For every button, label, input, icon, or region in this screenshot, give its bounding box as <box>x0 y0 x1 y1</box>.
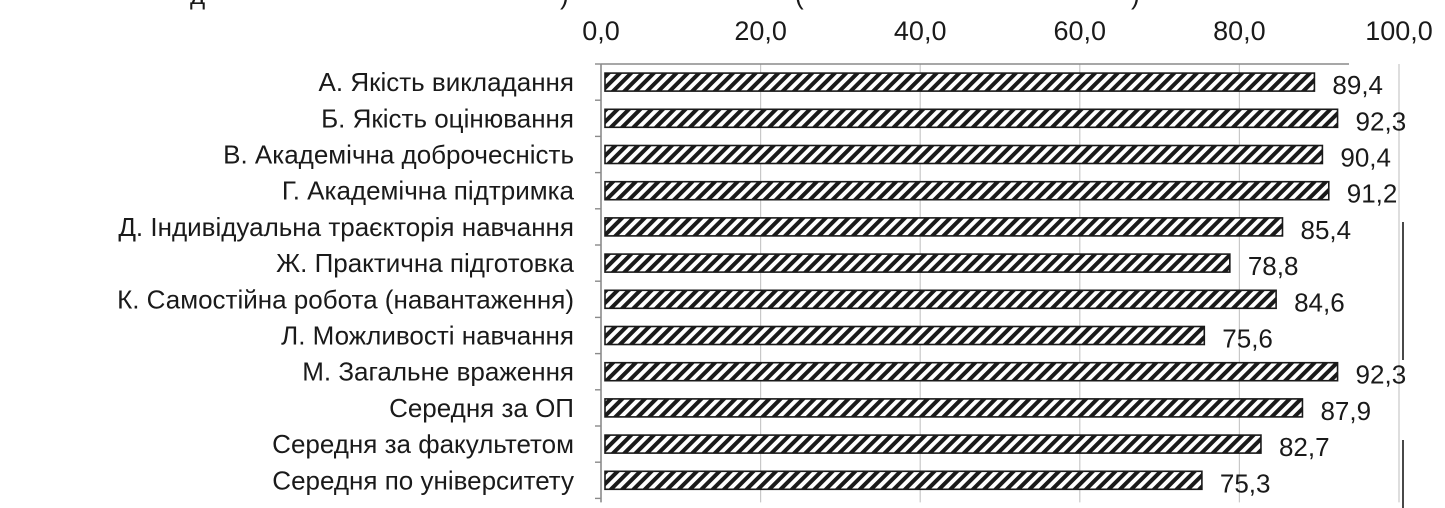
bar <box>604 253 1231 273</box>
bar <box>604 72 1316 92</box>
category-label: Б. Якість оцінювання <box>321 103 574 133</box>
category-label: Г. Академічна підтримка <box>282 176 575 206</box>
header-fragment-end: ) <box>1131 0 1140 10</box>
bar <box>604 180 1330 201</box>
value-label: 84,6 <box>1294 287 1345 317</box>
header-fragment-right: ( <box>795 0 804 10</box>
category-label: А. Якість викладання <box>319 67 574 97</box>
x-tick-label: 60,0 <box>1054 16 1107 46</box>
category-label: К. Самостійна робота (навантаження) <box>117 284 574 314</box>
bar <box>604 289 1277 310</box>
category-labels: А. Якість викладання Б. Якість оцінювання… <box>117 67 574 495</box>
value-label: 90,4 <box>1340 143 1391 173</box>
value-label: 85,4 <box>1300 215 1351 245</box>
value-label: 89,4 <box>1332 70 1383 100</box>
x-axis: 0,0 20,0 40,0 60,0 80,0 100,0 <box>582 16 1433 503</box>
value-label: 87,9 <box>1320 396 1371 426</box>
bar <box>604 217 1284 237</box>
value-label: 91,2 <box>1347 179 1398 209</box>
x-tick-label: 40,0 <box>894 16 947 46</box>
value-label: 92,3 <box>1356 106 1407 136</box>
grid-lines <box>759 64 1400 503</box>
header-fragment-mid: ) <box>560 0 569 10</box>
value-label: 78,8 <box>1248 251 1299 281</box>
bar <box>604 325 1206 346</box>
category-label: М. Загальне враження <box>302 357 574 387</box>
value-label: 82,7 <box>1279 432 1330 462</box>
category-label: Ж. Практична підготовка <box>276 248 574 278</box>
category-label: В. Академічна доброчесність <box>223 140 574 170</box>
bars <box>604 72 1339 491</box>
bar <box>604 144 1324 165</box>
header-fragments: д ) ( ) <box>190 0 1140 10</box>
category-label: Середня за факультетом <box>272 429 574 459</box>
value-labels: 89,4 92,3 90,4 91,2 85,478,8 84,6 75,6 92,3 87,9… <box>1220 70 1406 498</box>
bar <box>604 108 1339 129</box>
bar <box>604 470 1203 491</box>
value-label: 75,3 <box>1220 468 1271 498</box>
x-tick-label: 20,0 <box>734 16 787 46</box>
x-tick-label: 100,0 <box>1365 16 1433 46</box>
category-label: Середня за ОП <box>389 393 574 423</box>
bar <box>604 361 1339 382</box>
header-fragment-left: д <box>190 0 205 10</box>
category-label: Середня по університету <box>272 465 574 495</box>
value-label: 75,6 <box>1222 324 1273 354</box>
bar <box>604 398 1304 418</box>
x-tick-label: 0,0 <box>582 16 620 46</box>
bar <box>604 434 1262 454</box>
value-label: 92,3 <box>1356 360 1407 390</box>
category-label: Д. Індивідуальна траєкторія навчання <box>118 212 574 242</box>
x-tick-label: 80,0 <box>1213 16 1266 46</box>
category-label: Л. Можливості навчання <box>281 321 574 351</box>
